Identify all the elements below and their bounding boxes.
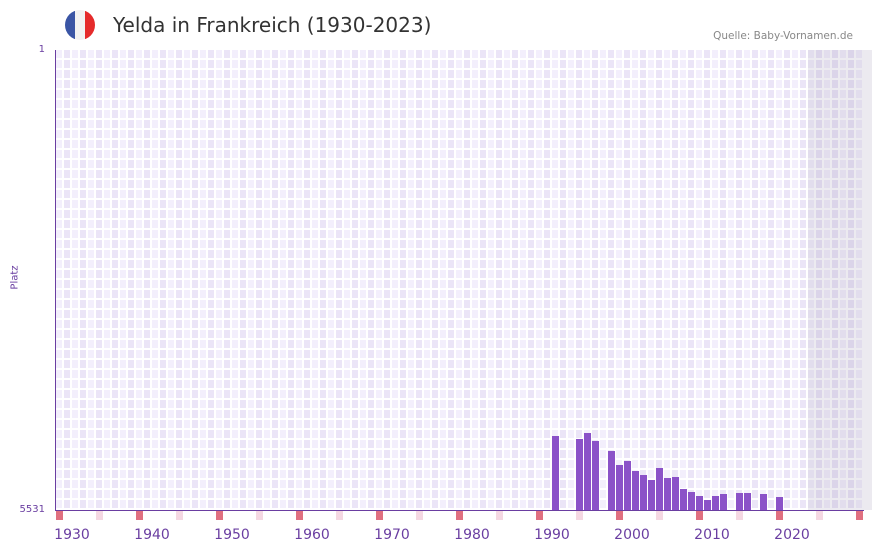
plot-area: [56, 50, 872, 510]
bar-2014: [744, 493, 751, 510]
y-tick-bottom: 5531: [19, 504, 45, 515]
y-tick-top: 1: [38, 44, 45, 55]
bar-1993: [576, 438, 583, 510]
decade-marker: [576, 511, 583, 520]
decade-marker: [336, 511, 343, 520]
decade-marker: [96, 511, 103, 520]
decade-marker: [536, 511, 543, 520]
future-shaded-region: [808, 50, 872, 510]
bar-1995: [592, 441, 599, 510]
bar-1990: [552, 435, 559, 510]
bar-2005: [672, 476, 679, 510]
decade-marker: [856, 511, 863, 520]
bar-1994: [584, 432, 591, 510]
decade-marker: [456, 511, 463, 520]
x-tick-label: 1930: [54, 527, 90, 543]
x-tick-label: 2000: [614, 527, 650, 543]
decade-marker: [616, 511, 623, 520]
bar-2009: [704, 500, 711, 510]
x-tick-label: 1940: [134, 527, 170, 543]
decade-marker: [696, 511, 703, 520]
bar-2011: [720, 494, 727, 510]
x-tick-label: 1970: [374, 527, 410, 543]
bar-2010: [712, 496, 719, 510]
x-tick-label: 1950: [214, 527, 250, 543]
decade-marker: [416, 511, 423, 520]
decade-marker: [816, 511, 823, 520]
decade-marker: [376, 511, 383, 520]
chart-title: Yelda in Frankreich (1930-2023): [113, 13, 432, 37]
decade-marker: [736, 511, 743, 520]
bar-2001: [640, 474, 647, 510]
bar-2003: [656, 467, 663, 510]
x-axis-line: [55, 510, 864, 511]
bar-2000: [632, 470, 639, 510]
decade-marker: [56, 511, 63, 520]
bar-2004: [664, 477, 671, 510]
bar-1999: [624, 461, 631, 510]
decade-marker: [296, 511, 303, 520]
bar-2002: [648, 479, 655, 510]
x-tick-label: 1990: [534, 527, 570, 543]
x-tick-label: 1980: [454, 527, 490, 543]
y-axis-label: Platz: [9, 265, 21, 290]
bar-2018: [776, 497, 783, 510]
bar-1998: [616, 464, 623, 510]
decade-marker: [496, 511, 503, 520]
decade-marker: [776, 511, 783, 520]
bar-2016: [760, 494, 767, 510]
x-tick-label: 2010: [694, 527, 730, 543]
france-flag-icon: [65, 10, 95, 40]
bar-2007: [688, 492, 695, 510]
x-tick-label: 1960: [294, 527, 330, 543]
y-axis-line: [55, 50, 56, 511]
decade-marker: [136, 511, 143, 520]
bar-2008: [696, 496, 703, 510]
decade-marker: [256, 511, 263, 520]
x-tick-label: 2020: [774, 527, 810, 543]
decade-marker: [176, 511, 183, 520]
decade-marker: [216, 511, 223, 520]
bar-2006: [680, 489, 687, 510]
decade-marker: [656, 511, 663, 520]
source-credit: Quelle: Baby-Vornamen.de: [713, 30, 853, 42]
bar-2013: [736, 493, 743, 510]
bar-1997: [608, 451, 615, 510]
